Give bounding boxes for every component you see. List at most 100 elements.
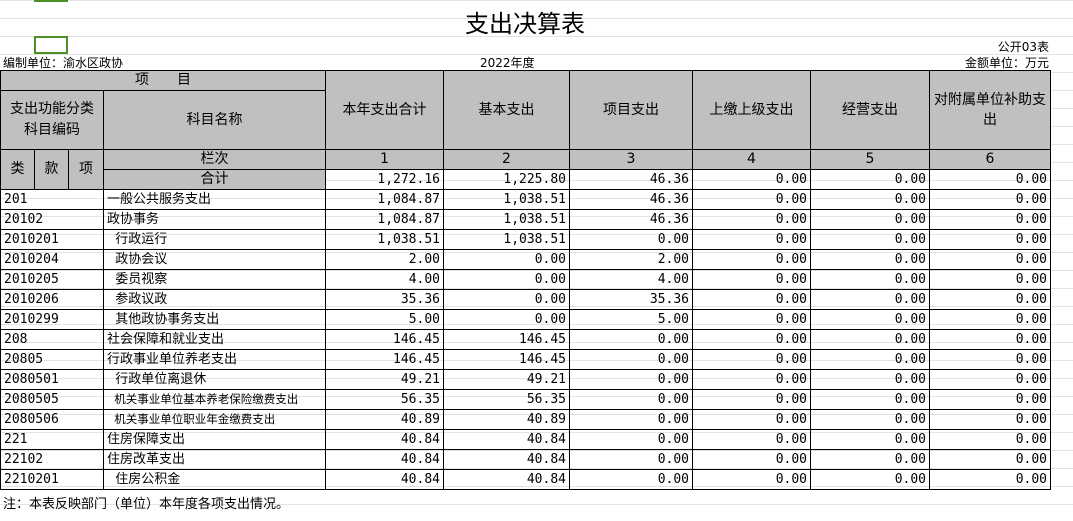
value-cell[interactable]: 40.84	[325, 429, 444, 450]
value-cell[interactable]: 0.00	[692, 449, 811, 470]
value-cell[interactable]: 40.89	[443, 409, 570, 430]
value-cell[interactable]: 0.00	[810, 209, 930, 230]
name-cell[interactable]: 一般公共服务支出	[103, 189, 326, 210]
value-cell[interactable]: 0.00	[810, 469, 930, 490]
value-cell[interactable]: 0.00	[810, 289, 930, 310]
name-cell[interactable]: 政协事务	[103, 209, 326, 230]
value-cell[interactable]: 0.00	[443, 289, 570, 310]
value-cell[interactable]: 0.00	[569, 229, 693, 250]
value-cell[interactable]: 0.00	[692, 469, 811, 490]
value-cell[interactable]: 49.21	[325, 369, 444, 390]
value-cell[interactable]: 40.84	[325, 449, 444, 470]
name-cell[interactable]: 社会保障和就业支出	[103, 329, 326, 350]
name-cell[interactable]: 其他政协事务支出	[103, 309, 326, 330]
value-cell[interactable]: 40.89	[325, 409, 444, 430]
value-cell[interactable]: 0.00	[929, 289, 1051, 310]
value-cell[interactable]: 0.00	[443, 309, 570, 330]
name-cell[interactable]: 机关事业单位基本养老保险缴费支出	[103, 389, 326, 410]
value-cell[interactable]: 146.45	[325, 349, 444, 370]
value-cell[interactable]: 0.00	[569, 449, 693, 470]
value-cell[interactable]: 0.00	[810, 349, 930, 370]
value-cell[interactable]: 1,084.87	[325, 209, 444, 230]
value-cell[interactable]: 0.00	[692, 269, 811, 290]
name-cell[interactable]: 机关事业单位职业年金缴费支出	[103, 409, 326, 430]
value-cell[interactable]: 40.84	[325, 469, 444, 490]
value-cell[interactable]: 0.00	[929, 349, 1051, 370]
value-cell[interactable]: 0.00	[810, 229, 930, 250]
value-cell[interactable]: 40.84	[443, 449, 570, 470]
code-cell[interactable]: 2080501	[0, 369, 104, 390]
code-cell[interactable]: 2010205	[0, 269, 104, 290]
value-cell[interactable]: 1,038.51	[443, 209, 570, 230]
value-cell[interactable]: 0.00	[569, 409, 693, 430]
name-cell[interactable]: 住房改革支出	[103, 449, 326, 470]
code-cell[interactable]: 2010201	[0, 229, 104, 250]
code-cell[interactable]: 208	[0, 329, 104, 350]
name-cell[interactable]: 行政单位离退休	[103, 369, 326, 390]
value-cell[interactable]: 56.35	[443, 389, 570, 410]
value-cell[interactable]: 0.00	[692, 229, 811, 250]
value-cell[interactable]: 0.00	[810, 409, 930, 430]
value-cell[interactable]: 0.00	[929, 209, 1051, 230]
total-cell[interactable]: 1,272.16	[325, 169, 444, 190]
value-cell[interactable]: 0.00	[929, 329, 1051, 350]
value-cell[interactable]: 0.00	[929, 409, 1051, 430]
name-cell[interactable]: 参政议政	[103, 289, 326, 310]
value-cell[interactable]: 0.00	[810, 369, 930, 390]
code-cell[interactable]: 2210201	[0, 469, 104, 490]
value-cell[interactable]: 0.00	[692, 189, 811, 210]
value-cell[interactable]: 0.00	[929, 189, 1051, 210]
code-cell[interactable]: 2010204	[0, 249, 104, 270]
value-cell[interactable]: 5.00	[325, 309, 444, 330]
name-cell[interactable]: 住房保障支出	[103, 429, 326, 450]
value-cell[interactable]: 0.00	[569, 329, 693, 350]
value-cell[interactable]: 0.00	[929, 469, 1051, 490]
value-cell[interactable]: 46.36	[569, 189, 693, 210]
value-cell[interactable]: 146.45	[325, 329, 444, 350]
value-cell[interactable]: 40.84	[443, 469, 570, 490]
value-cell[interactable]: 0.00	[929, 389, 1051, 410]
value-cell[interactable]: 0.00	[569, 389, 693, 410]
value-cell[interactable]: 0.00	[810, 389, 930, 410]
value-cell[interactable]: 0.00	[692, 389, 811, 410]
value-cell[interactable]: 0.00	[569, 349, 693, 370]
value-cell[interactable]: 0.00	[692, 329, 811, 350]
value-cell[interactable]: 1,084.87	[325, 189, 444, 210]
code-cell[interactable]: 20805	[0, 349, 104, 370]
value-cell[interactable]: 0.00	[929, 229, 1051, 250]
value-cell[interactable]: 0.00	[443, 249, 570, 270]
value-cell[interactable]: 4.00	[569, 269, 693, 290]
code-cell[interactable]: 20102	[0, 209, 104, 230]
name-cell[interactable]: 委员视察	[103, 269, 326, 290]
total-cell[interactable]: 0.00	[929, 169, 1051, 190]
total-cell[interactable]: 1,225.80	[443, 169, 570, 190]
value-cell[interactable]: 0.00	[569, 369, 693, 390]
value-cell[interactable]: 146.45	[443, 329, 570, 350]
value-cell[interactable]: 0.00	[569, 469, 693, 490]
value-cell[interactable]: 0.00	[692, 289, 811, 310]
value-cell[interactable]: 5.00	[569, 309, 693, 330]
value-cell[interactable]: 0.00	[929, 429, 1051, 450]
value-cell[interactable]: 0.00	[810, 329, 930, 350]
value-cell[interactable]: 49.21	[443, 369, 570, 390]
value-cell[interactable]: 35.36	[325, 289, 444, 310]
total-cell[interactable]: 0.00	[692, 169, 811, 190]
code-cell[interactable]: 2080505	[0, 389, 104, 410]
value-cell[interactable]: 0.00	[929, 309, 1051, 330]
code-cell[interactable]: 2010206	[0, 289, 104, 310]
value-cell[interactable]: 146.45	[443, 349, 570, 370]
name-cell[interactable]: 住房公积金	[103, 469, 326, 490]
value-cell[interactable]: 2.00	[569, 249, 693, 270]
value-cell[interactable]: 0.00	[692, 409, 811, 430]
name-cell[interactable]: 政协会议	[103, 249, 326, 270]
total-cell[interactable]: 0.00	[810, 169, 930, 190]
value-cell[interactable]: 0.00	[810, 309, 930, 330]
value-cell[interactable]: 1,038.51	[443, 229, 570, 250]
name-cell[interactable]: 行政事业单位养老支出	[103, 349, 326, 370]
value-cell[interactable]: 35.36	[569, 289, 693, 310]
value-cell[interactable]: 0.00	[810, 269, 930, 290]
value-cell[interactable]: 0.00	[810, 249, 930, 270]
value-cell[interactable]: 40.84	[443, 429, 570, 450]
code-cell[interactable]: 22102	[0, 449, 104, 470]
value-cell[interactable]: 0.00	[443, 269, 570, 290]
